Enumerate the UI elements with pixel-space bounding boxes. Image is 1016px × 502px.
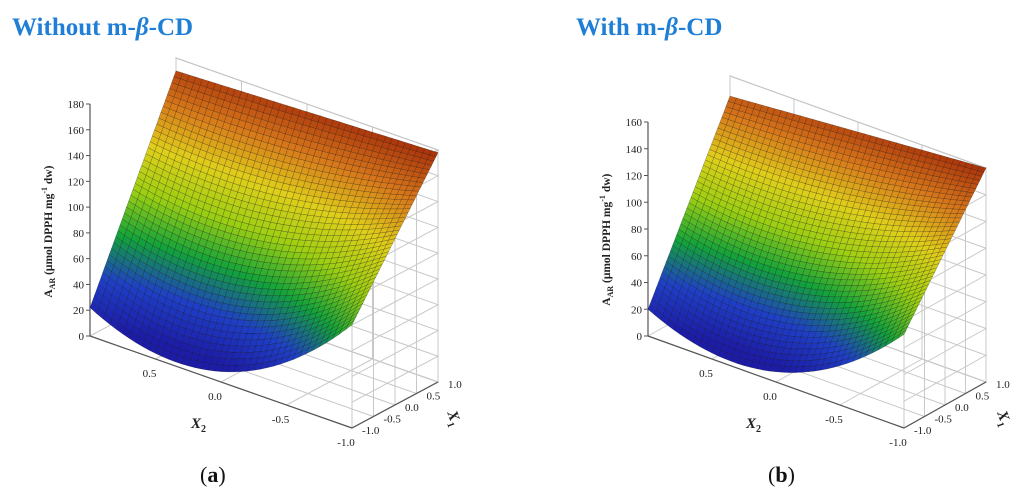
z-tick-label: 80 [73, 228, 85, 240]
x1-tick-label: 0.0 [405, 402, 419, 414]
z-tick-label: 0 [637, 331, 643, 343]
z-tick-label: 100 [68, 202, 85, 214]
x1-tick-label: 1.0 [448, 379, 462, 391]
z-tick-label: 20 [73, 305, 85, 317]
z-tick-label: 60 [631, 251, 643, 263]
x2-tick-label: 0.0 [763, 391, 777, 403]
z-tick-label: 60 [73, 254, 85, 266]
z-axis-title: AAR (μmol DPPH mg-1 dw) [40, 165, 57, 297]
x2-axis-title: X2 [190, 416, 206, 435]
x1-tick-labels: -1.0 -0.50.0 0.5 1.0 [362, 379, 462, 437]
z-tick-labels: 0 20 40 60 80 100 120 140 160 180 [68, 99, 90, 343]
z-axis-title: AAR (μmol DPPH mg-1 dw) [598, 173, 615, 305]
panel-a: Without m-β-CD 0 20 40 60 80 100 120 140 160 180 0… [12, 14, 464, 487]
z-tick-label: 140 [68, 151, 85, 163]
x2-tick-labels: 0.5 0.0 -0.5 -1.0 [699, 368, 907, 449]
x2-tick-label: -0.5 [825, 414, 843, 426]
panel-label: (a) [200, 462, 226, 487]
z-tick-label: 120 [626, 171, 643, 183]
x1-tick-label: -0.5 [384, 414, 402, 426]
surface-plot: 0204060801001201401600.50.0-0.5-1.0-1.0-… [598, 75, 1014, 449]
z-tick-label: 100 [626, 197, 643, 209]
x1-tick-labels: -1.0-0.50.0 0.5 1.0 [914, 379, 1010, 437]
z-tick-label: 20 [631, 304, 643, 316]
z-tick-label: 140 [626, 144, 643, 156]
x1-tick-label: -1.0 [362, 425, 380, 437]
z-tick-label: 160 [626, 117, 643, 129]
z-tick-label: 160 [68, 125, 85, 137]
gridline [839, 358, 923, 406]
gridline [286, 358, 373, 406]
surface-plot: 0204060801001201401601800.50.0-0.5-1.0-1… [40, 57, 464, 449]
x1-tick-label: -0.5 [935, 414, 953, 426]
z-tick-label: 0 [79, 331, 85, 343]
response-surface [89, 70, 439, 373]
x2-tick-label: 0.5 [143, 368, 157, 380]
x1-tick-label: 0.5 [976, 391, 990, 403]
x2-tick-labels: 0.5 0.0 -0.5 -1.0 [143, 368, 356, 449]
chart-title: Without m-β-CD [12, 14, 194, 41]
x1-tick-label: -1.0 [914, 425, 932, 437]
x2-tick-label: 0.5 [699, 368, 713, 380]
x2-tick-label: 0.0 [208, 391, 222, 403]
x2-axis-title: X2 [745, 416, 761, 435]
panel-b: With m-β-CD 0 20 40 60 80 100 120 140 160 0.5 0.0-… [508, 0, 1016, 502]
x1-tick-label: 1.0 [996, 379, 1010, 391]
x2-tick-label: -0.5 [272, 414, 290, 426]
z-tick-label: 180 [68, 99, 85, 111]
x1-tick-label: 0.0 [955, 402, 969, 414]
z-tick-label: 80 [631, 224, 643, 236]
z-tick-label: 40 [631, 278, 643, 290]
x1-tick-label: 0.5 [427, 391, 441, 403]
chart-title: With m-β-CD [576, 14, 723, 41]
axes [89, 104, 439, 429]
response-surface [647, 95, 987, 373]
z-tick-label: 40 [73, 279, 85, 291]
panel-label: (b) [768, 462, 795, 487]
x1-axis-title: X1 [990, 408, 1013, 430]
x2-tick-label: -1.0 [889, 437, 907, 449]
x1-axis-title: X1 [440, 408, 463, 430]
z-tick-labels: 0 20 40 60 80 100 120 140 160 [626, 117, 648, 343]
z-tick-label: 120 [68, 176, 85, 188]
x2-tick-label: -1.0 [337, 437, 355, 449]
